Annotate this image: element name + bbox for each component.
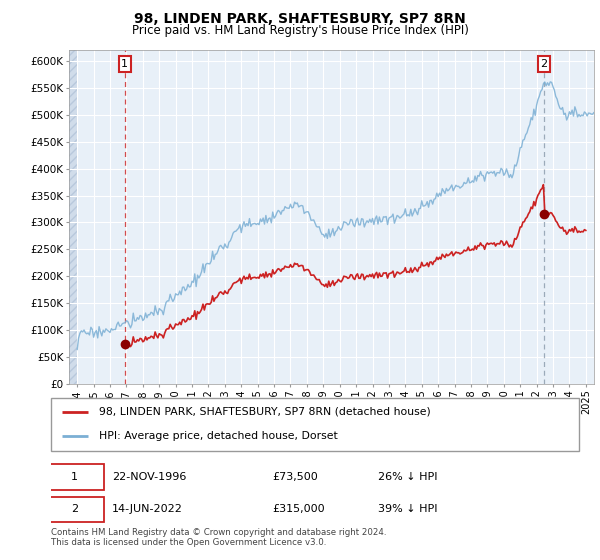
FancyBboxPatch shape (46, 464, 104, 490)
Text: Contains HM Land Registry data © Crown copyright and database right 2024.
This d: Contains HM Land Registry data © Crown c… (51, 528, 386, 547)
Text: 98, LINDEN PARK, SHAFTESBURY, SP7 8RN: 98, LINDEN PARK, SHAFTESBURY, SP7 8RN (134, 12, 466, 26)
Text: 2: 2 (541, 59, 548, 69)
Text: 1: 1 (121, 59, 128, 69)
Text: £315,000: £315,000 (273, 505, 325, 515)
Bar (69, 50, 77, 384)
Text: 22-NOV-1996: 22-NOV-1996 (112, 472, 186, 482)
FancyBboxPatch shape (46, 497, 104, 522)
Text: 2: 2 (71, 505, 79, 515)
Text: £73,500: £73,500 (273, 472, 319, 482)
Text: Price paid vs. HM Land Registry's House Price Index (HPI): Price paid vs. HM Land Registry's House … (131, 24, 469, 37)
Text: 98, LINDEN PARK, SHAFTESBURY, SP7 8RN (detached house): 98, LINDEN PARK, SHAFTESBURY, SP7 8RN (d… (98, 407, 430, 417)
FancyBboxPatch shape (51, 398, 579, 451)
Text: 1: 1 (71, 472, 78, 482)
Text: 14-JUN-2022: 14-JUN-2022 (112, 505, 182, 515)
Text: 39% ↓ HPI: 39% ↓ HPI (379, 505, 438, 515)
Text: 26% ↓ HPI: 26% ↓ HPI (379, 472, 438, 482)
Text: HPI: Average price, detached house, Dorset: HPI: Average price, detached house, Dors… (98, 431, 337, 441)
